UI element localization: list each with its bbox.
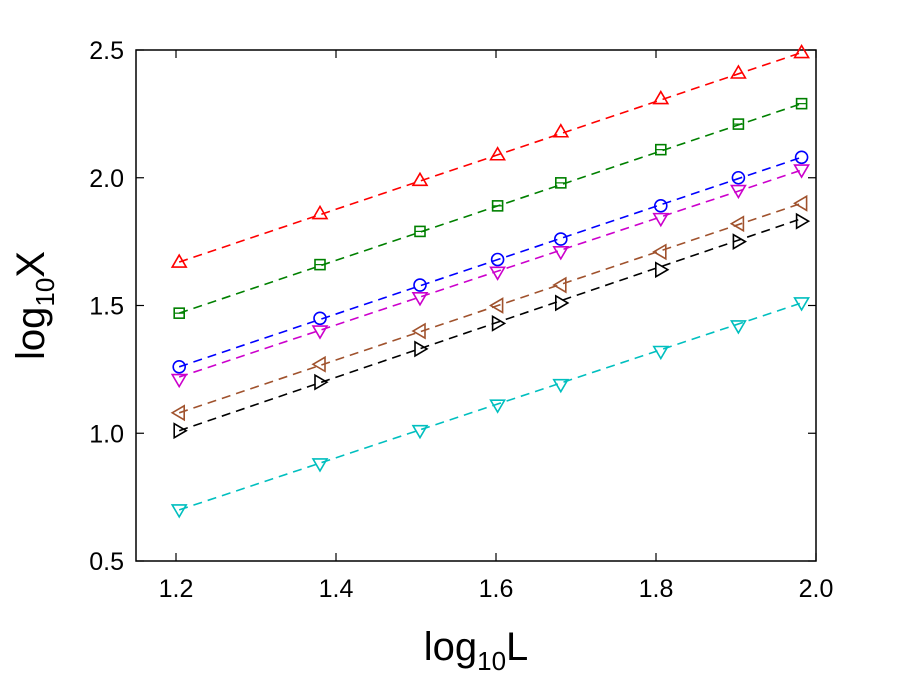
series-right-triangle [173,212,811,440]
data-point-up-triangle [652,89,670,105]
data-point-right-triangle [654,261,670,279]
data-point-down-triangle-magenta [730,184,747,200]
data-point-up-triangle [793,43,810,59]
data-point-down-triangle-magenta [170,373,188,389]
data-point-up-triangle [730,64,747,79]
data-point-down-triangle-cyan [311,458,329,473]
series-down-triangle-cyan [170,297,810,519]
series-down-triangle-magenta [170,164,810,389]
data-point-circle [653,199,668,213]
data-point-down-triangle-cyan [170,504,188,519]
data-point-right-triangle [732,233,747,251]
data-point-right-triangle [554,294,570,312]
series-line-right-triangle [178,217,802,432]
series-layer [170,43,811,519]
x-tick-label: 1.2 [159,575,194,603]
data-point-down-triangle-magenta [552,246,570,261]
x-tick-label: 2.0 [799,575,834,603]
data-point-down-triangle-magenta [489,266,506,281]
data-point-down-triangle-magenta [652,212,670,228]
data-point-right-triangle [314,373,329,391]
series-line-left-triangle [178,202,802,414]
data-point-left-triangle [311,355,326,373]
plot-frame [135,49,817,562]
data-point-up-triangle [311,204,329,220]
data-point-right-triangle [414,340,429,358]
x-axis-label-sub: 10 [477,646,506,675]
x-axis-label: log10L [424,625,529,675]
series-line-square [178,102,802,314]
data-point-circle [794,150,809,165]
data-point-down-triangle-magenta [311,325,329,340]
data-point-down-triangle-cyan [411,424,429,440]
data-point-circle [553,232,568,246]
data-point-left-triangle [552,276,567,294]
series-circle [172,150,809,374]
x-axis-label-main: L [506,625,528,669]
data-point-up-triangle [170,253,188,268]
axis-ticks: 1.2 1.4 1.6 1.8 2.0 0.5 1.0 1.5 2.0 2.5 [89,37,833,603]
series-line-circle [178,156,802,368]
x-tick-label: 1.4 [319,575,354,603]
y-tick-label: 1.0 [89,420,124,448]
data-point-down-triangle-cyan [793,297,810,312]
series-line-up-triangle [178,51,802,263]
x-tick-label: 1.6 [479,575,514,603]
series-square [173,97,808,319]
y-axis-label-base: log [9,307,53,360]
data-point-right-triangle [491,314,507,332]
series-up-triangle [170,43,810,268]
data-point-left-triangle [170,404,185,422]
data-point-down-triangle-cyan [552,378,570,394]
y-axis-label-sub: 10 [30,278,60,307]
y-tick-label: 2.0 [89,165,124,193]
data-point-down-triangle-cyan [652,345,670,361]
data-point-down-triangle-cyan [489,399,506,414]
series-line-down-triangle-cyan [178,302,802,511]
data-point-up-triangle [552,123,570,138]
y-axis-label: log10X [9,251,60,360]
data-point-up-triangle [411,171,429,187]
y-axis-label-main: X [9,251,53,278]
data-point-left-triangle [489,297,504,314]
data-point-left-triangle [729,215,745,233]
data-point-up-triangle [489,146,506,161]
data-point-right-triangle [795,212,811,230]
y-tick-label: 1.5 [89,293,124,321]
data-point-left-triangle [652,243,667,261]
data-point-down-triangle-magenta [793,164,810,179]
y-tick-label: 2.5 [89,37,124,65]
x-axis-label-base: log [424,625,477,669]
data-point-down-triangle-cyan [730,320,747,335]
data-point-circle [413,278,427,292]
series-line-down-triangle-magenta [178,169,802,378]
data-point-left-triangle [793,194,808,212]
data-point-circle [490,252,505,267]
series-left-triangle [170,194,808,422]
data-point-circle [313,311,327,326]
data-point-down-triangle-magenta [411,292,429,307]
data-point-left-triangle [411,322,426,340]
data-point-right-triangle [173,422,188,440]
y-tick-label: 0.5 [89,548,124,576]
data-point-circle [731,170,746,185]
x-tick-label: 1.8 [639,575,674,603]
data-point-circle [172,360,186,374]
